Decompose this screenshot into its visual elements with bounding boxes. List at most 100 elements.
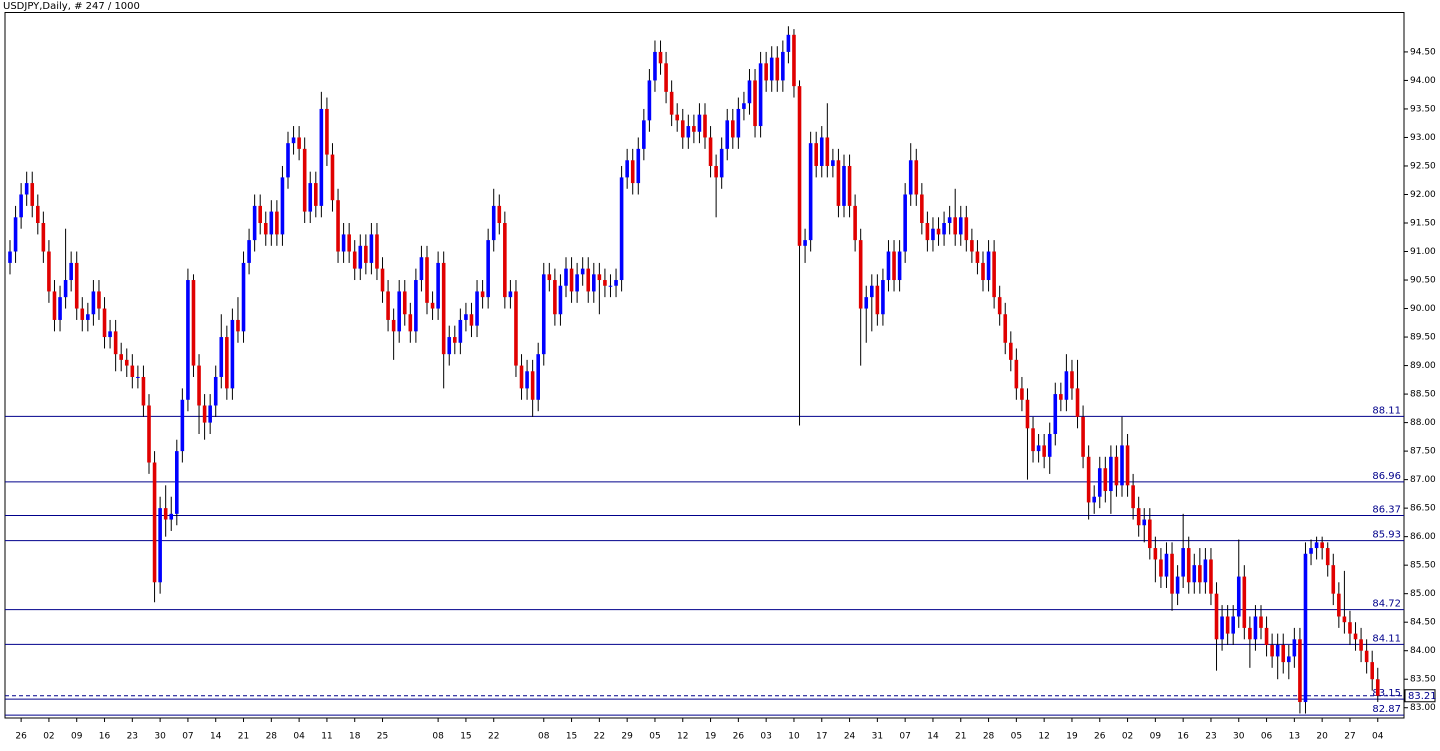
x-tick-label: 15 [566,732,577,742]
candle-body [1036,445,1041,452]
y-tick-label: 91.00 [1410,247,1436,257]
candle-body [536,354,540,400]
candle-body [175,451,179,514]
candle-body [1070,371,1074,389]
candle-body [1342,616,1347,623]
candle-body [1259,616,1263,628]
candle-body [136,376,140,378]
x-tick-label: 23 [127,732,138,742]
candle-body [764,63,768,81]
bid-box [1404,689,1436,703]
candle-body [352,251,357,269]
candle-body [197,365,201,406]
candle-body [586,268,591,292]
candle-body [69,262,73,281]
candle-body [1125,445,1130,486]
y-tick-label: 86.50 [1410,504,1436,514]
candle-body [592,274,596,292]
x-tick-label: 16 [1177,732,1189,742]
candle-body [541,274,546,355]
candle-body [1064,371,1069,400]
candle-body [931,228,935,241]
candle-body [703,114,707,138]
x-tick-label: 26 [1094,732,1106,742]
candle-body [753,80,757,127]
x-tick-label: 24 [844,732,856,742]
y-tick-label: 84.00 [1410,646,1436,656]
candle-body [1264,627,1269,646]
candle-body [119,354,123,360]
candle-body [992,251,996,298]
candle-body [113,331,118,355]
candle-body [80,308,85,320]
x-tick-label: 08 [538,732,550,742]
candle-body [1320,542,1324,549]
x-tick-label: 07 [899,732,910,742]
candle-body [947,217,952,224]
x-tick-label: 02 [43,732,54,742]
candle-body [1292,639,1297,657]
candle-body [425,257,429,303]
candle-body [636,148,641,184]
level-label: 84.11 [1372,633,1401,644]
candle-body [1375,679,1380,696]
candle-body [108,331,112,338]
candle-body [1181,548,1185,577]
candle-body [1153,548,1158,560]
candle-body [1086,456,1091,503]
candle-body [825,137,830,166]
level-label: 84.72 [1372,599,1401,610]
candle-body [781,51,785,81]
x-tick-label: 05 [649,732,660,742]
candle-body [102,308,107,338]
candle-body [486,240,490,298]
candle-body [325,108,329,155]
candle-body [797,86,802,246]
level-label: 85.93 [1372,530,1401,541]
candle-body [1270,645,1274,657]
candle-body [330,154,335,201]
x-tick-label: 16 [99,732,111,742]
candle-body [1331,565,1336,594]
candle-body [936,228,941,235]
x-tick-label: 29 [621,732,633,742]
candle-body [269,211,274,235]
candle-body [847,165,852,206]
candle-body [375,234,379,269]
candle-body [402,291,407,315]
candle-body [1120,445,1124,486]
candle-body [286,143,290,178]
candle-body [1186,548,1191,583]
candle-body [769,57,774,81]
x-tick-label: 14 [210,732,222,742]
candle-body [464,314,468,320]
candle-body [831,160,835,166]
candle-body [903,194,907,252]
candle-body [675,114,679,121]
candle-body [697,114,702,132]
candle-body [970,240,974,252]
candle-body [291,137,296,144]
candle-body [1325,548,1330,566]
candle-body [608,285,613,287]
candle-body [1298,639,1302,703]
level-label: 86.96 [1372,471,1401,482]
candle-body [1170,553,1174,594]
candle-body [808,143,813,241]
candle-body [186,280,190,400]
candle-body [130,365,135,377]
candle-body [1025,399,1030,429]
y-tick-label: 89.50 [1410,333,1436,343]
candle-body [525,371,529,389]
candle-body [397,291,401,332]
candle-body [1097,468,1102,497]
candle-body [803,240,807,246]
candle-body [13,217,18,252]
candle-body [86,314,90,320]
candle-body [336,200,340,252]
x-tick-label: 17 [816,732,827,742]
candle-body [469,314,474,326]
candle-body [920,194,924,224]
candle-body [213,376,218,406]
